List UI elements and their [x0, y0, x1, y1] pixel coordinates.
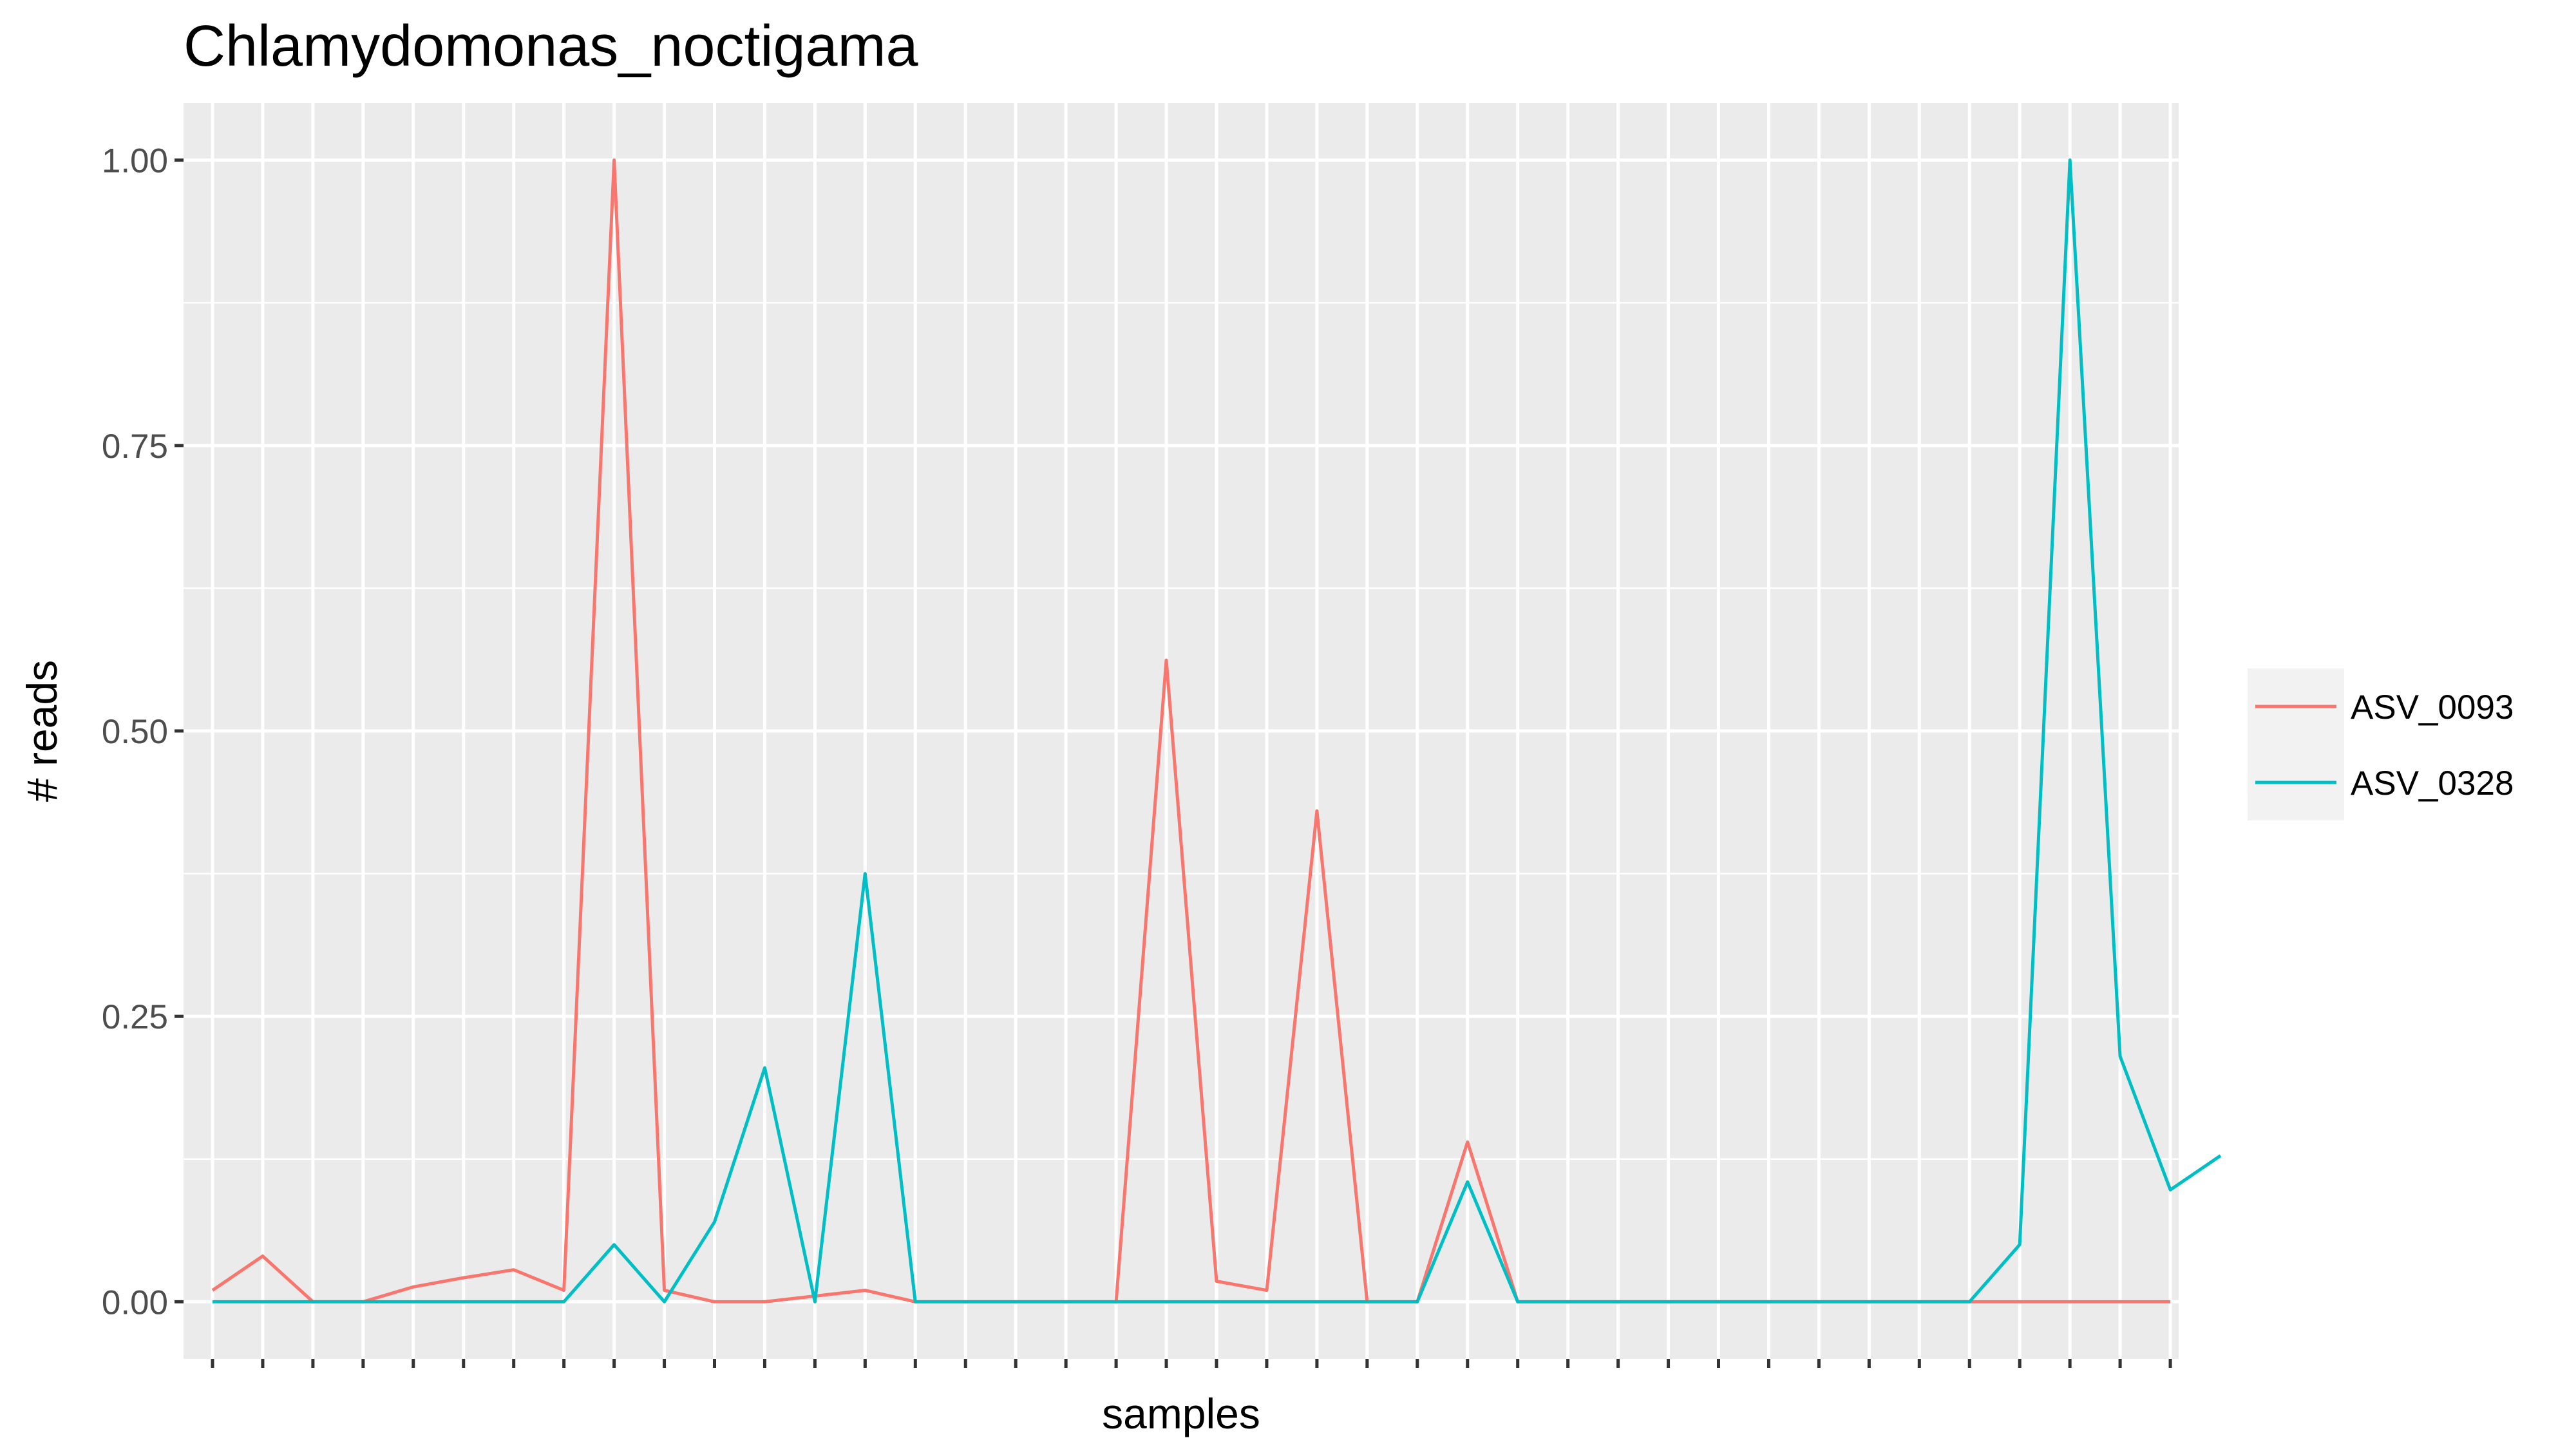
- y-tick-label: 0.25: [102, 998, 168, 1036]
- y-axis-title: # reads: [18, 660, 66, 802]
- legend-key-background: [2248, 668, 2344, 820]
- series-layer: [211, 158, 2222, 1303]
- legend-label-asv-0328: ASV_0328: [2351, 764, 2514, 802]
- x-axis: [211, 1359, 2172, 1368]
- legend-label-asv-0093: ASV_0093: [2351, 688, 2514, 726]
- grid-lines: [184, 103, 2179, 1359]
- y-tick-label: 0.50: [102, 713, 168, 751]
- y-tick-label: 0.75: [102, 428, 168, 466]
- legend: ASV_0093 ASV_0328: [2248, 668, 2514, 820]
- series-line-asv-0328: [213, 158, 2222, 1303]
- y-axis: 0.00 0.25 0.50 0.75 1.00: [102, 142, 184, 1321]
- x-axis-title: samples: [1102, 1390, 1260, 1437]
- chart-title: Chlamydomonas_noctigama: [184, 14, 919, 79]
- y-tick-label: 0.00: [102, 1283, 168, 1321]
- y-tick-label: 1.00: [102, 142, 168, 180]
